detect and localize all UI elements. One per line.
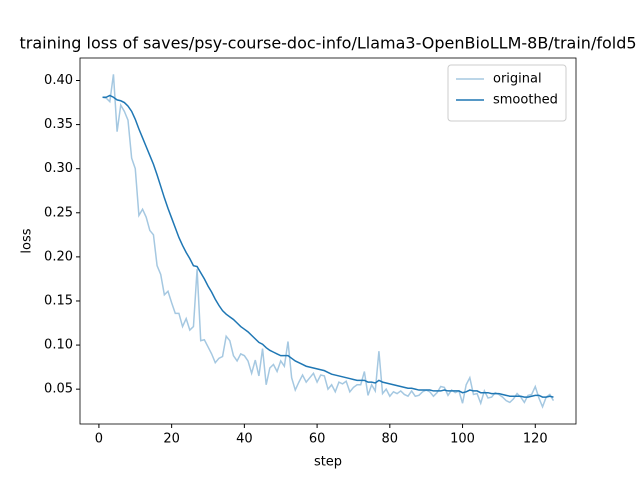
x-axis-label: step [314, 455, 342, 470]
y-tick-label: 0.40 [44, 73, 73, 88]
y-tick-label: 0.30 [44, 161, 73, 176]
y-tick-label: 0.10 [44, 338, 73, 353]
y-axis-label: loss [20, 228, 35, 253]
y-tick-label: 0.15 [44, 293, 73, 308]
x-tick-label: 20 [163, 432, 180, 447]
y-tick-label: 0.35 [44, 117, 73, 132]
line-series [102, 94, 554, 398]
legend-label: original [493, 72, 542, 87]
legend-label: smoothed [493, 93, 558, 108]
x-tick-label: 60 [309, 432, 326, 447]
y-tick-label: 0.20 [44, 249, 73, 264]
x-tick-label: 100 [450, 432, 475, 447]
x-tick-label: 120 [523, 432, 548, 447]
x-tick-label: 80 [382, 432, 399, 447]
x-tick-label: 0 [95, 432, 103, 447]
chart-title: training loss of saves/psy-course-doc-in… [19, 34, 636, 53]
y-tick-label: 0.25 [44, 205, 73, 220]
x-tick-label: 40 [236, 432, 253, 447]
y-tick-label: 0.05 [44, 382, 73, 397]
plot-frame [79, 57, 577, 425]
line-series [102, 74, 555, 409]
